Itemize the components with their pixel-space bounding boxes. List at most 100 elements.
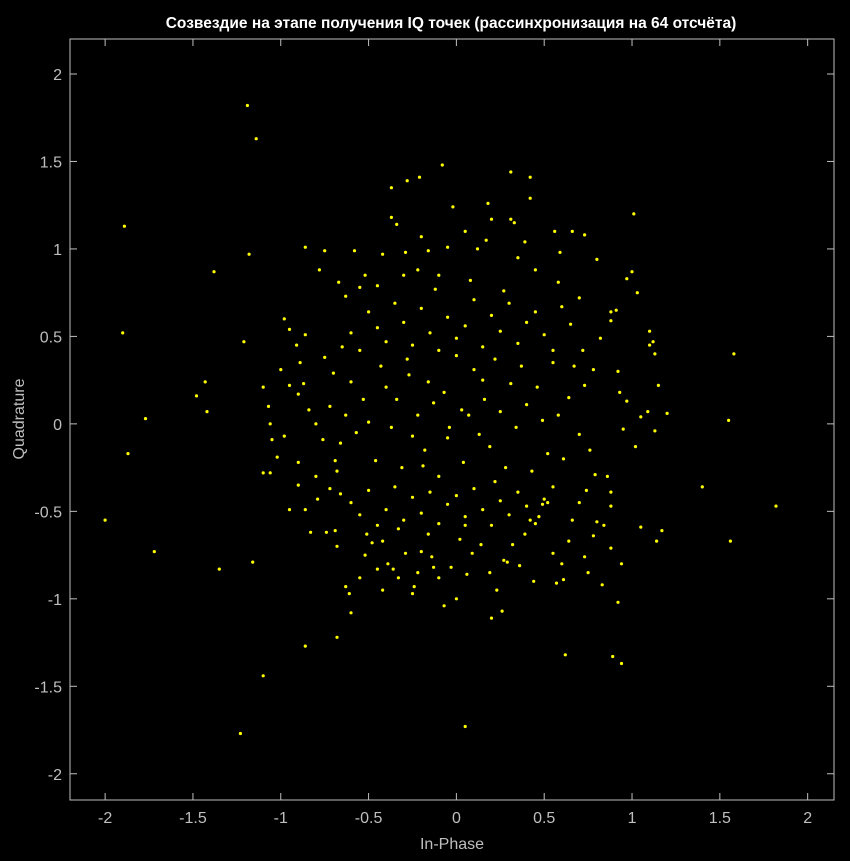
data-point: [358, 285, 362, 289]
data-point: [363, 273, 367, 277]
y-tick-label: -1: [48, 592, 62, 609]
y-tick-label: -1.5: [34, 679, 62, 696]
data-point: [528, 518, 532, 522]
data-point: [416, 413, 420, 417]
data-point: [551, 551, 555, 555]
data-point: [446, 436, 450, 440]
data-point: [328, 404, 332, 408]
data-point: [651, 340, 655, 344]
data-point: [619, 562, 624, 566]
y-tick-label: 1: [53, 242, 62, 259]
data-point: [475, 247, 480, 251]
data-point: [600, 583, 604, 587]
data-point: [437, 474, 441, 478]
data-point: [419, 550, 423, 554]
data-point: [347, 592, 351, 596]
data-point: [275, 455, 279, 459]
y-tick-label: 1.5: [40, 154, 62, 171]
data-point: [296, 483, 300, 487]
data-point: [616, 600, 620, 604]
data-point: [402, 518, 406, 522]
data-point: [375, 284, 379, 288]
data-point: [338, 492, 343, 496]
data-point: [426, 249, 430, 253]
data-point: [609, 319, 613, 323]
data-point: [472, 298, 476, 302]
data-point: [303, 333, 307, 337]
data-point: [338, 441, 343, 445]
data-point: [572, 364, 576, 368]
y-tick-label: -0.5: [34, 504, 62, 521]
data-point: [314, 422, 318, 426]
data-point: [533, 310, 538, 314]
data-point: [323, 355, 327, 359]
data-point: [245, 103, 249, 108]
x-tick-label: -1: [274, 810, 288, 827]
data-point: [432, 565, 436, 569]
data-point: [493, 480, 497, 484]
data-point: [391, 567, 395, 571]
data-point: [595, 520, 599, 524]
data-point: [303, 245, 307, 249]
data-point: [349, 331, 353, 335]
data-point: [437, 576, 441, 580]
data-point: [588, 448, 592, 452]
data-point: [593, 473, 597, 477]
data-point: [317, 268, 321, 272]
data-point: [389, 186, 393, 190]
data-point: [344, 585, 348, 589]
data-point: [498, 329, 502, 333]
data-point: [510, 543, 515, 547]
data-point: [502, 558, 506, 562]
data-point: [432, 401, 436, 405]
data-point: [333, 529, 337, 533]
data-point: [518, 564, 522, 568]
data-point: [266, 404, 271, 408]
data-point: [381, 539, 385, 543]
data-point: [303, 508, 307, 512]
data-point: [242, 340, 246, 344]
data-point: [423, 448, 427, 452]
data-point: [437, 522, 441, 526]
data-point: [282, 434, 286, 438]
data-point: [446, 245, 450, 249]
data-point: [337, 280, 341, 284]
x-tick-label: -2: [98, 810, 112, 827]
data-point: [509, 217, 513, 221]
data-point: [584, 488, 589, 492]
data-point: [335, 469, 339, 473]
data-point: [633, 445, 638, 449]
data-point: [546, 501, 550, 505]
data-point: [523, 532, 527, 536]
data-point: [410, 343, 415, 347]
data-point: [354, 431, 358, 435]
data-point: [525, 403, 529, 407]
data-point: [472, 487, 476, 491]
data-point: [660, 529, 664, 533]
data-point: [655, 539, 659, 543]
data-point: [261, 385, 265, 389]
data-point: [577, 501, 581, 505]
data-point: [516, 490, 520, 494]
data-point: [540, 418, 545, 422]
data-point: [525, 504, 529, 508]
data-point: [410, 434, 415, 438]
data-point: [481, 345, 485, 349]
data-point: [344, 294, 348, 298]
data-point: [396, 527, 400, 531]
data-point: [324, 530, 328, 534]
data-point: [546, 452, 550, 456]
data-point: [384, 385, 388, 389]
data-point: [621, 427, 625, 431]
data-point: [426, 532, 430, 536]
points-layer: [103, 103, 778, 736]
data-point: [303, 644, 307, 648]
data-point: [454, 494, 458, 498]
data-point: [583, 555, 587, 559]
data-point: [609, 504, 613, 508]
data-point: [410, 495, 415, 499]
data-point: [430, 555, 434, 559]
data-point: [352, 249, 357, 253]
data-point: [247, 252, 251, 256]
